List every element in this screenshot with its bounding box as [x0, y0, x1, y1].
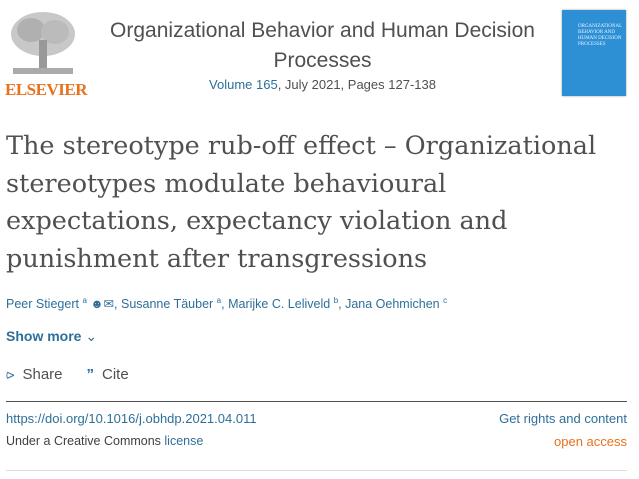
- share-button[interactable]: ⪧ Share: [6, 366, 63, 383]
- divider: [6, 401, 627, 402]
- divider: [6, 470, 627, 471]
- chevron-down-icon: ⌄: [85, 328, 98, 344]
- affiliation-sup: a: [82, 296, 87, 305]
- license-info: Under a Creative Commons license: [6, 434, 203, 448]
- show-more-button[interactable]: Show more ⌄: [6, 328, 97, 345]
- cite-label: Cite: [102, 366, 129, 383]
- volume-info: Volume 165, July 2021, Pages 127-138: [95, 77, 550, 92]
- cover-text: ORGANIZATIONAL BEHAVIOR AND HUMAN DECISI…: [578, 24, 622, 47]
- affiliation-sup: b: [333, 296, 339, 305]
- author-list: Peer Stiegert a ☻✉, Susanne Täuber a, Ma…: [6, 296, 448, 312]
- cite-button[interactable]: ” Cite: [87, 366, 129, 383]
- email-icon[interactable]: ✉: [103, 297, 115, 312]
- author-link[interactable]: Marijke C. Leliveld: [228, 297, 331, 312]
- article-actions: ⪧ Share ” Cite: [6, 366, 129, 383]
- open-access-label: open access: [554, 434, 627, 449]
- journal-title[interactable]: Organizational Behavior and Human Decisi…: [110, 19, 535, 72]
- license-link[interactable]: license: [164, 434, 204, 448]
- license-prefix: Under a Creative Commons: [6, 434, 165, 448]
- affiliation-sup: c: [443, 296, 448, 305]
- author-link[interactable]: Jana Oehmichen: [345, 297, 440, 312]
- affiliation-sup: a: [216, 296, 222, 305]
- author-link[interactable]: Peer Stiegert: [6, 297, 79, 312]
- volume-link[interactable]: Volume 165: [209, 77, 278, 92]
- issue-info: , July 2021, Pages 127-138: [277, 77, 436, 92]
- quote-icon: ”: [86, 366, 95, 383]
- doi-link[interactable]: https://doi.org/10.1016/j.obhdp.2021.04.…: [6, 411, 257, 426]
- share-icon: ⪧: [6, 366, 15, 383]
- article-title: The stereotype rub-off effect – Organiza…: [6, 131, 597, 274]
- share-label: Share: [22, 366, 63, 383]
- author-link[interactable]: Susanne Täuber: [120, 297, 214, 312]
- elsevier-logo[interactable]: ELSEVIER: [5, 10, 87, 99]
- publisher-name: ELSEVIER: [5, 80, 87, 99]
- journal-cover[interactable]: ORGANIZATIONAL BEHAVIOR AND HUMAN DECISI…: [562, 10, 626, 96]
- rights-link[interactable]: Get rights and content: [499, 411, 627, 426]
- tree-logo-icon: [11, 12, 75, 74]
- show-more-label: Show more: [6, 328, 82, 344]
- person-icon[interactable]: ☻: [90, 297, 104, 312]
